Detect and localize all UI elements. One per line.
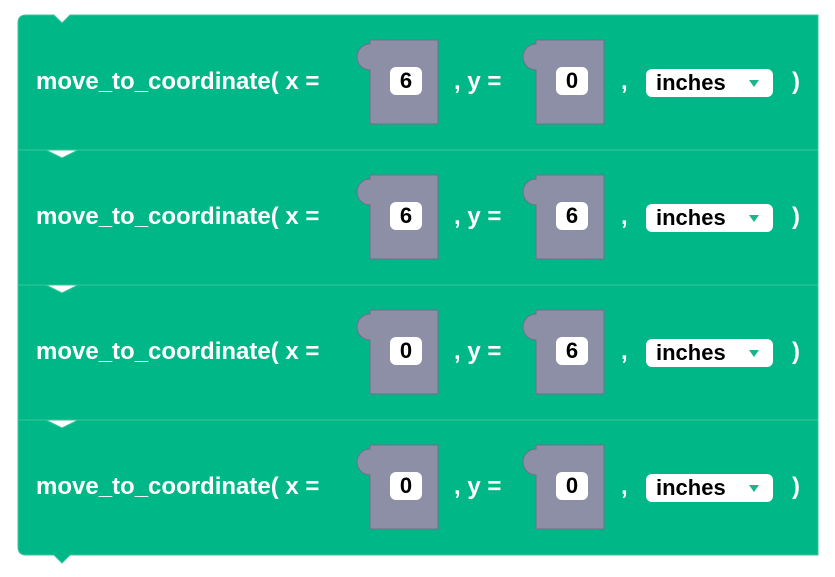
x-value-slot[interactable]: 6 — [356, 39, 452, 125]
y-value-field[interactable]: 6 — [556, 337, 588, 365]
function-label: move_to_coordinate( x = — [36, 203, 320, 230]
y-label: , y = — [454, 203, 502, 230]
x-value-field[interactable]: 6 — [390, 202, 422, 230]
dropdown-arrow-icon — [749, 485, 759, 492]
unit-label: inches — [656, 70, 726, 95]
x-value-field[interactable]: 6 — [390, 67, 422, 95]
x-value-field[interactable]: 0 — [390, 337, 422, 365]
dropdown-arrow-icon — [749, 215, 759, 222]
close-paren: ) — [792, 473, 800, 500]
y-value-field[interactable]: 0 — [556, 472, 588, 500]
unit-dropdown[interactable]: inches — [646, 204, 773, 232]
unit-label: inches — [656, 475, 726, 500]
comma-label: , — [621, 68, 628, 95]
x-value-field[interactable]: 0 — [390, 472, 422, 500]
dropdown-arrow-icon — [749, 80, 759, 87]
comma-label: , — [621, 338, 628, 365]
y-label: , y = — [454, 68, 502, 95]
close-paren: ) — [792, 338, 800, 365]
close-paren: ) — [792, 203, 800, 230]
move-to-coordinate-block[interactable]: move_to_coordinate( x = 0 , y = 6 , inch… — [17, 284, 819, 421]
y-value-slot[interactable]: 0 — [522, 39, 618, 125]
unit-label: inches — [656, 340, 726, 365]
x-value-slot[interactable]: 0 — [356, 444, 452, 530]
move-to-coordinate-block[interactable]: move_to_coordinate( x = 6 , y = 6 , inch… — [17, 149, 819, 286]
function-label: move_to_coordinate( x = — [36, 68, 320, 95]
y-value-slot[interactable]: 6 — [522, 309, 618, 395]
move-to-coordinate-block[interactable]: move_to_coordinate( x = 6 , y = 0 , inch… — [17, 14, 819, 151]
x-value-slot[interactable]: 6 — [356, 174, 452, 260]
dropdown-arrow-icon — [749, 350, 759, 357]
y-label: , y = — [454, 473, 502, 500]
y-label: , y = — [454, 338, 502, 365]
y-value-slot[interactable]: 6 — [522, 174, 618, 260]
y-value-field[interactable]: 0 — [556, 67, 588, 95]
unit-dropdown[interactable]: inches — [646, 474, 773, 502]
y-value-slot[interactable]: 0 — [522, 444, 618, 530]
close-paren: ) — [792, 68, 800, 95]
x-value-slot[interactable]: 0 — [356, 309, 452, 395]
function-label: move_to_coordinate( x = — [36, 473, 320, 500]
unit-dropdown[interactable]: inches — [646, 69, 773, 97]
function-label: move_to_coordinate( x = — [36, 338, 320, 365]
unit-dropdown[interactable]: inches — [646, 339, 773, 367]
comma-label: , — [621, 203, 628, 230]
comma-label: , — [621, 473, 628, 500]
unit-label: inches — [656, 205, 726, 230]
y-value-field[interactable]: 6 — [556, 202, 588, 230]
move-to-coordinate-block[interactable]: move_to_coordinate( x = 0 , y = 0 , inch… — [17, 419, 819, 564]
